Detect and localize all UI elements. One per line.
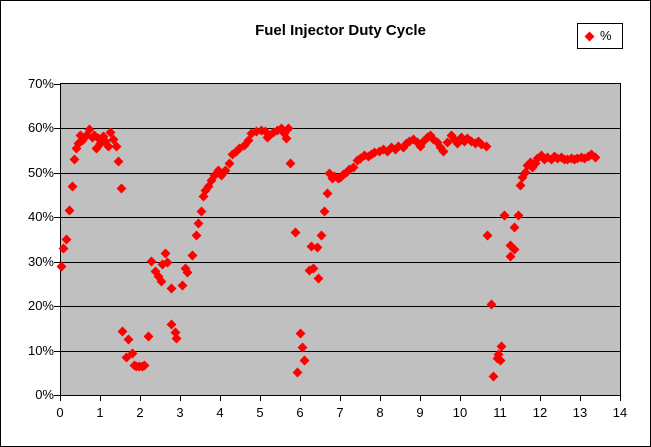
- x-tick: [620, 396, 621, 401]
- y-tick: [54, 350, 60, 352]
- x-tick: [500, 396, 501, 401]
- y-tick-label: 30%: [27, 253, 54, 269]
- x-tick: [140, 396, 141, 401]
- data-point: [300, 355, 310, 366]
- data-point: [486, 299, 497, 310]
- data-point: [488, 371, 498, 382]
- x-tick-label: 14: [612, 405, 628, 420]
- y-tick-label: 60%: [27, 120, 54, 136]
- x-tick-label: 3: [176, 405, 184, 420]
- x-tick-label: 5: [256, 405, 264, 420]
- data-point: [312, 242, 323, 253]
- data-point: [160, 248, 171, 259]
- data-point: [69, 154, 80, 165]
- x-tick: [220, 396, 221, 401]
- data-point: [313, 273, 324, 284]
- x-tick: [180, 396, 181, 401]
- data-point: [196, 206, 207, 217]
- y-tick: [54, 128, 60, 130]
- x-tick: [380, 396, 381, 401]
- data-point: [67, 181, 78, 192]
- chart-title: Fuel Injector Duty Cycle: [255, 22, 426, 39]
- x-tick: [60, 396, 61, 401]
- data-point: [285, 158, 296, 169]
- data-point: [177, 280, 188, 291]
- data-point: [482, 230, 493, 240]
- data-point: [183, 267, 193, 278]
- plot-area: [56, 83, 621, 396]
- data-point: [58, 243, 69, 254]
- x-tick-label: 0: [56, 405, 64, 420]
- data-point: [513, 210, 524, 221]
- gridline: [61, 306, 620, 308]
- y-tick: [54, 395, 60, 396]
- y-tick-label: 20%: [27, 298, 54, 314]
- data-point: [143, 331, 154, 342]
- y-tick-label: 70%: [27, 76, 54, 91]
- x-tick-label: 11: [493, 405, 507, 420]
- data-point: [295, 328, 306, 339]
- legend: %: [577, 23, 623, 49]
- data-point: [113, 156, 124, 167]
- y-tick: [54, 217, 60, 219]
- y-tick: [54, 306, 60, 308]
- x-tick: [260, 396, 261, 401]
- x-tick-label: 12: [532, 405, 548, 420]
- data-point: [282, 133, 292, 144]
- x-tick-label: 6: [296, 405, 304, 420]
- x-tick-label: 9: [416, 405, 424, 420]
- x-tick-label: 10: [452, 405, 468, 420]
- data-point: [193, 218, 204, 229]
- data-point: [64, 205, 75, 216]
- x-tick-label: 13: [572, 405, 588, 420]
- gridline: [61, 261, 620, 263]
- data-point: [123, 334, 134, 345]
- y-tick: [54, 172, 60, 174]
- x-tick-label: 2: [136, 405, 144, 420]
- data-point: [191, 230, 202, 240]
- y-tick-label: 10%: [27, 342, 54, 358]
- y-tick-label: 0%: [35, 387, 54, 402]
- x-tick: [420, 396, 421, 401]
- data-point: [146, 256, 157, 267]
- x-tick-label: 8: [376, 405, 384, 420]
- x-tick-label: 7: [336, 405, 344, 420]
- data-point: [316, 230, 327, 240]
- data-point: [116, 183, 127, 194]
- x-tick: [300, 396, 301, 401]
- data-point: [510, 222, 520, 232]
- x-tick-label: 4: [216, 405, 224, 420]
- y-tick: [54, 84, 60, 85]
- gridline: [61, 128, 620, 130]
- data-point: [515, 180, 526, 191]
- gridline: [61, 217, 620, 219]
- y-tick-label: 40%: [27, 209, 54, 225]
- x-tick: [540, 396, 541, 401]
- x-tick-label: 1: [96, 405, 104, 420]
- y-tick-label: 50%: [27, 164, 54, 180]
- x-tick: [340, 396, 341, 401]
- gridline: [61, 350, 620, 352]
- data-point: [319, 206, 330, 217]
- data-point: [322, 188, 333, 199]
- data-point: [187, 250, 198, 261]
- x-tick: [100, 396, 101, 401]
- data-point: [290, 227, 301, 238]
- x-tick: [580, 396, 581, 401]
- series-marker-icon: [584, 31, 595, 42]
- data-point: [166, 283, 177, 294]
- data-point: [292, 367, 303, 378]
- data-point: [499, 210, 510, 221]
- legend-label: %: [600, 28, 612, 43]
- x-tick: [460, 396, 461, 401]
- y-tick: [54, 261, 60, 263]
